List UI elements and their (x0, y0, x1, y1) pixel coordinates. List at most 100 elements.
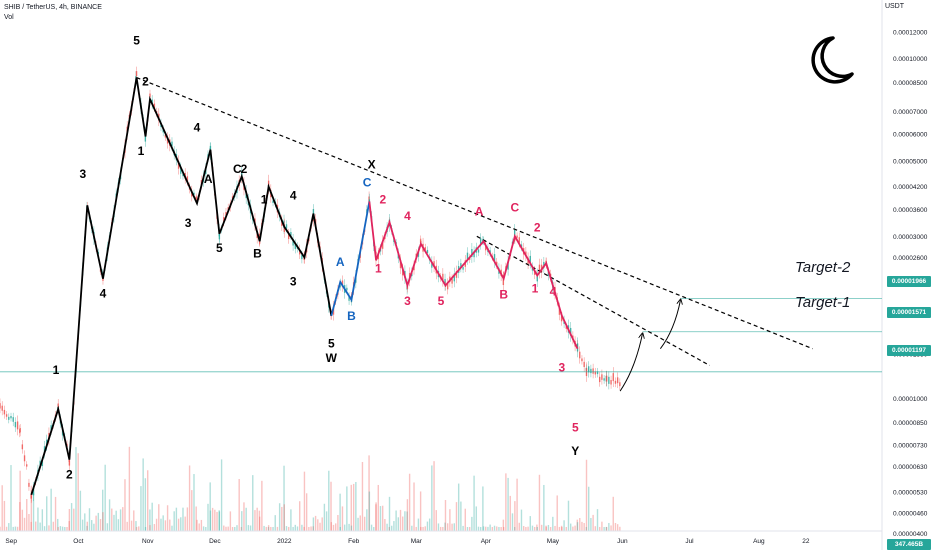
volume-bar (301, 524, 303, 531)
volume-bar (164, 520, 167, 531)
volume-bar (130, 520, 133, 531)
candle-body (496, 261, 498, 266)
volume-bar (370, 524, 373, 531)
wave-label: 1 (532, 281, 539, 295)
volume-bar (198, 523, 200, 531)
wave-label: 4 (100, 287, 107, 301)
volume-bar (278, 503, 281, 531)
volume-bar (397, 517, 400, 531)
candle-body (272, 200, 274, 203)
wave-label: 1 (138, 144, 145, 158)
volume-bar (616, 524, 619, 531)
volume-bar (451, 523, 453, 531)
y-tick-label: 0.00010000 (893, 56, 928, 63)
volume-bar (348, 523, 350, 531)
volume-bar (406, 499, 409, 531)
volume-bar (558, 526, 561, 531)
volume-bar (265, 526, 267, 531)
candle-body (518, 237, 520, 243)
volume-bar (453, 523, 455, 531)
volume-bar (312, 517, 315, 531)
volume-bar (325, 511, 328, 531)
volume-bar (415, 526, 417, 531)
volume-bar (352, 483, 355, 531)
volume-bar (95, 515, 97, 531)
volume-bar (556, 495, 558, 531)
volume-bar (191, 490, 193, 531)
volume-bar (196, 519, 198, 531)
volume-bar (482, 486, 484, 531)
volume-bar (166, 505, 169, 531)
wave-label: B (253, 246, 262, 260)
volume-bar (270, 526, 272, 531)
volume-bar (91, 520, 93, 531)
volume-bar (186, 507, 189, 531)
volume-bar (509, 495, 511, 531)
volume-bar (220, 459, 223, 531)
volume-bar (16, 526, 19, 531)
candle-body (612, 373, 614, 382)
volume-bar (381, 505, 384, 531)
volume-bar (70, 503, 73, 531)
price-axis-panel[interactable] (882, 0, 932, 550)
volume-bar (332, 524, 335, 531)
candle-body (68, 460, 71, 466)
candle-body (294, 243, 296, 249)
volume-bar (328, 470, 330, 531)
volume-bar (207, 503, 209, 531)
candle-body (16, 421, 19, 430)
volume-bar (493, 525, 496, 531)
volume-bar (209, 482, 211, 531)
candle-body (231, 196, 234, 199)
volume-bar (585, 459, 588, 531)
volume-bar (323, 503, 326, 531)
volume-bar (3, 500, 6, 531)
volume-bar (267, 525, 270, 531)
candle-body (485, 244, 487, 251)
volume-bar (126, 521, 128, 531)
volume-bar (43, 526, 46, 531)
volume-bar (531, 525, 534, 531)
volume-bar (406, 511, 408, 531)
volume-bar (547, 524, 550, 531)
volume-bar (363, 516, 366, 531)
volume-bar (1, 485, 3, 531)
candle-body (10, 416, 12, 419)
volume-bar (350, 484, 352, 531)
volume-bar (359, 515, 361, 531)
candle-body (50, 425, 52, 431)
wave-label: 2 (379, 192, 386, 206)
volume-bar (188, 465, 191, 531)
candle-body (471, 249, 473, 257)
volume-bar (234, 526, 236, 531)
volume-bar (388, 527, 390, 531)
candle-body (592, 368, 594, 374)
volume-bar (30, 521, 32, 531)
volume-bar (216, 511, 218, 531)
volume-bar (489, 524, 491, 531)
volume-bar (565, 526, 567, 531)
target-1-label: Target-1 (795, 294, 851, 311)
wave-label: 4 (404, 209, 411, 223)
volume-bar (413, 482, 415, 531)
volume-bar (583, 523, 585, 531)
volume-bar (19, 502, 21, 531)
volume-bar (66, 526, 68, 531)
symbol-title: SHIB / TetherUS, 4h, BINANCE (4, 4, 102, 11)
volume-bar (404, 511, 406, 531)
wave-path-red-wave (368, 201, 579, 350)
candle-body (225, 212, 227, 217)
wave-label: 2 (241, 162, 248, 176)
volume-bar (560, 525, 563, 531)
candle-body (446, 283, 449, 290)
volume-bar (104, 464, 106, 531)
y-tick-label: 0.00005000 (893, 158, 928, 165)
candle-body (195, 196, 197, 199)
candle-body (301, 254, 303, 260)
candle-body (420, 241, 422, 244)
volume-bar (64, 526, 66, 531)
volume-bar (468, 526, 471, 531)
candle-body (41, 461, 44, 466)
